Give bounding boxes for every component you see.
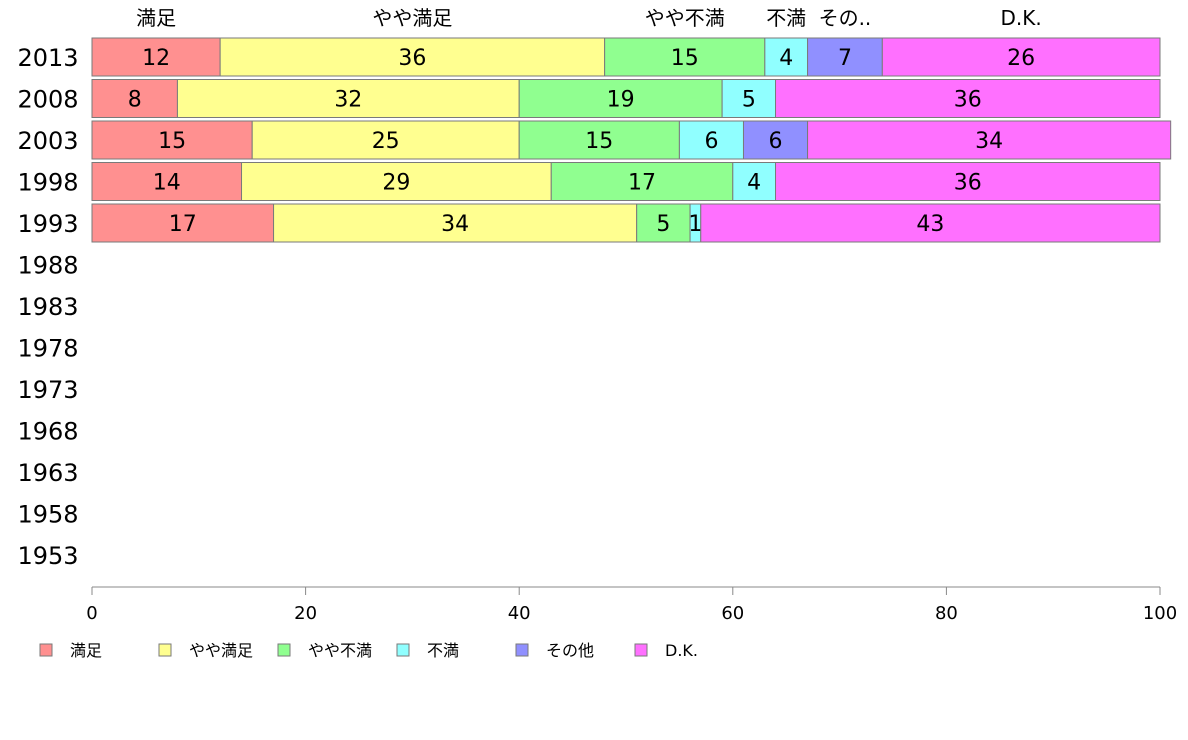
legend-label: その他 [546,641,594,660]
x-tick-label: 20 [294,603,317,624]
series-top-label: 満足 [136,6,176,30]
data-label: 36 [954,171,982,196]
series-top-label: D.K. [1001,6,1042,30]
bar-segment [807,120,1172,160]
data-label: 34 [441,212,469,237]
bar-segment [91,120,253,160]
x-tick-label: 0 [86,603,97,624]
category-label: 1968 [17,418,78,446]
series-top-label: その.. [819,6,872,30]
legend-label: やや不満 [308,641,372,660]
legend-label: 不満 [427,641,459,660]
data-label: 14 [153,171,181,196]
bar-segment [636,203,691,243]
bar-segment [742,120,809,160]
bar-segment [91,37,221,77]
data-label: 34 [975,129,1003,154]
category-label: 1993 [17,210,78,238]
data-label: 1 [688,212,702,237]
category-label: 1978 [17,335,78,363]
bar-segment [775,79,1161,118]
category-label: 2003 [17,127,78,155]
bar-segment [700,203,1161,243]
data-label: 43 [916,212,944,237]
legend-swatch [39,643,53,657]
data-label: 5 [656,212,670,237]
data-label: 17 [169,212,197,237]
category-label: 1973 [17,376,78,404]
bar-segment [219,37,606,77]
series-top-label: やや不満 [645,6,725,30]
category-label: 2013 [17,44,78,72]
bar-segment [251,120,520,160]
data-label: 25 [372,129,400,154]
bar-segment [732,162,777,201]
series-top-labels: 満足 やや満足 やや不満 不満 その.. D.K. [136,6,1042,30]
x-tick-label: 60 [721,603,744,624]
bar-segment [775,162,1161,201]
data-label: 5 [742,88,756,113]
series-top-label: 不満 [766,6,806,30]
series-top-label: やや満足 [372,6,452,30]
data-label: 12 [142,46,170,71]
legend-label: D.K. [665,641,698,660]
legend-swatch [634,643,648,657]
category-labels: 2013 2008 2003 1998 1993 1988 1983 1978 1973 1968… [17,44,78,570]
data-label: 4 [747,171,761,196]
x-axis: 0 20 40 60 80 100 [86,586,1177,624]
data-label: 15 [671,46,699,71]
category-label: 1988 [17,252,78,280]
legend-label: やや満足 [189,641,253,660]
bar-segment [550,162,734,201]
data-label: 6 [704,129,718,154]
data-label: 8 [128,88,142,113]
x-tick-label: 40 [508,603,531,624]
bar-segment [91,162,243,201]
bar-segment [176,79,520,118]
bar-segment [241,162,552,201]
data-label: 26 [1007,46,1035,71]
bar-segment [604,37,766,77]
data-label: 15 [585,129,613,154]
data-label: 36 [398,46,426,71]
legend-swatch [158,643,172,657]
x-tick-label: 80 [935,603,958,624]
data-label: 29 [382,171,410,196]
bar-segment [91,203,275,243]
legend: 満足 やや満足 やや不満 不満 その他 D.K. [39,641,698,660]
data-label: 15 [158,129,186,154]
data-label: 17 [628,171,656,196]
data-label: 36 [954,88,982,113]
bar-segment [518,120,680,160]
category-label: 1953 [17,542,78,570]
category-label: 1998 [17,169,78,197]
bar-segment [881,37,1161,77]
x-tick-label: 100 [1143,603,1177,624]
category-label: 1983 [17,293,78,321]
bar-segment [721,79,777,118]
legend-label: 満足 [70,641,102,660]
bar-segment [807,37,883,77]
category-label: 1958 [17,501,78,529]
category-label: 1963 [17,459,78,487]
data-label: 19 [607,88,635,113]
bar-segment [91,79,178,118]
category-label: 2008 [17,86,78,114]
data-label: 6 [769,129,783,154]
legend-swatch [396,643,410,657]
legend-swatch [515,643,529,657]
data-label: 32 [334,88,362,113]
bar-segment [518,79,723,118]
legend-swatch [277,643,291,657]
data-label: 4 [779,46,793,71]
data-label: 7 [838,46,852,71]
